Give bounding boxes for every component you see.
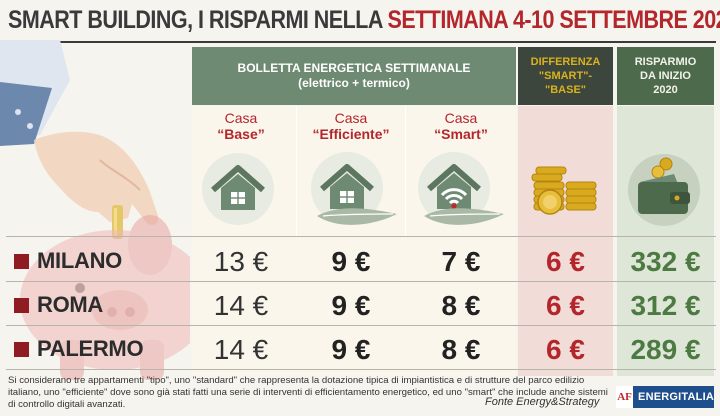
table-cell: 9 €: [331, 334, 371, 365]
city-label: MILANO: [14, 246, 122, 276]
source-credit: Fonte Energy&Strategy: [485, 396, 600, 408]
table-cell: 9 €: [331, 246, 371, 277]
table-cell: 7 €: [441, 246, 481, 277]
logo-name: ENERGITALIA: [638, 391, 714, 403]
house-icon: [202, 153, 274, 225]
footnote: Si considerano tre appartamenti "tipo", …: [8, 375, 608, 410]
logo-mark: AF: [616, 386, 634, 408]
risparmio-header: RISPARMIO DA INIZIO 2020: [617, 47, 714, 105]
energitalia-logo: AF ENERGITALIA: [616, 386, 714, 408]
row-divider: [6, 281, 716, 282]
city-label: ROMA: [14, 290, 103, 320]
title-rule: [6, 41, 716, 43]
differenza-column-bg: [518, 106, 613, 376]
differenza-header: DIFFERENZA "SMART"- "BASE": [518, 47, 613, 105]
page-title: SMART BUILDING, I RISPARMI NELLA SETTIMA…: [8, 6, 720, 34]
wallet-icon: [628, 154, 700, 226]
house-smart-label: Casa “Smart”: [434, 110, 488, 142]
piggy-bank-illustration: [0, 40, 190, 380]
table-cell: 9 €: [331, 290, 371, 321]
city-label: PALERMO: [14, 334, 144, 364]
row-divider: [6, 369, 716, 370]
house-leaf-icon: [311, 152, 397, 225]
row-divider: [6, 236, 716, 237]
table-cell: 14 €: [213, 334, 269, 365]
table-cell: 289 €: [630, 334, 701, 365]
house-base-label: Casa “Base”: [217, 110, 265, 142]
table-cell: 6 €: [546, 290, 585, 321]
bolletta-header: BOLLETTA ENERGETICA SETTIMANALE (elettri…: [192, 47, 516, 105]
house-wifi-icon: [418, 152, 504, 225]
table-cell: 8 €: [441, 334, 481, 365]
table-cell: 6 €: [546, 246, 585, 277]
hand-icon: [0, 40, 159, 225]
table-cell: 8 €: [441, 290, 481, 321]
table-cell: 14 €: [213, 290, 269, 321]
risparmio-column-bg: [617, 106, 714, 376]
bolletta-column-bg: [192, 106, 516, 376]
row-divider: [6, 325, 716, 326]
house-efficiente-label: Casa “Efficiente”: [312, 110, 390, 142]
table-cell: 13 €: [213, 246, 269, 277]
table-cell: 312 €: [630, 290, 701, 321]
piggy-bank-icon: [20, 215, 190, 380]
table-cell: 332 €: [630, 246, 701, 277]
table-cell: 6 €: [546, 334, 585, 365]
coins-stack-icon: [531, 166, 597, 215]
